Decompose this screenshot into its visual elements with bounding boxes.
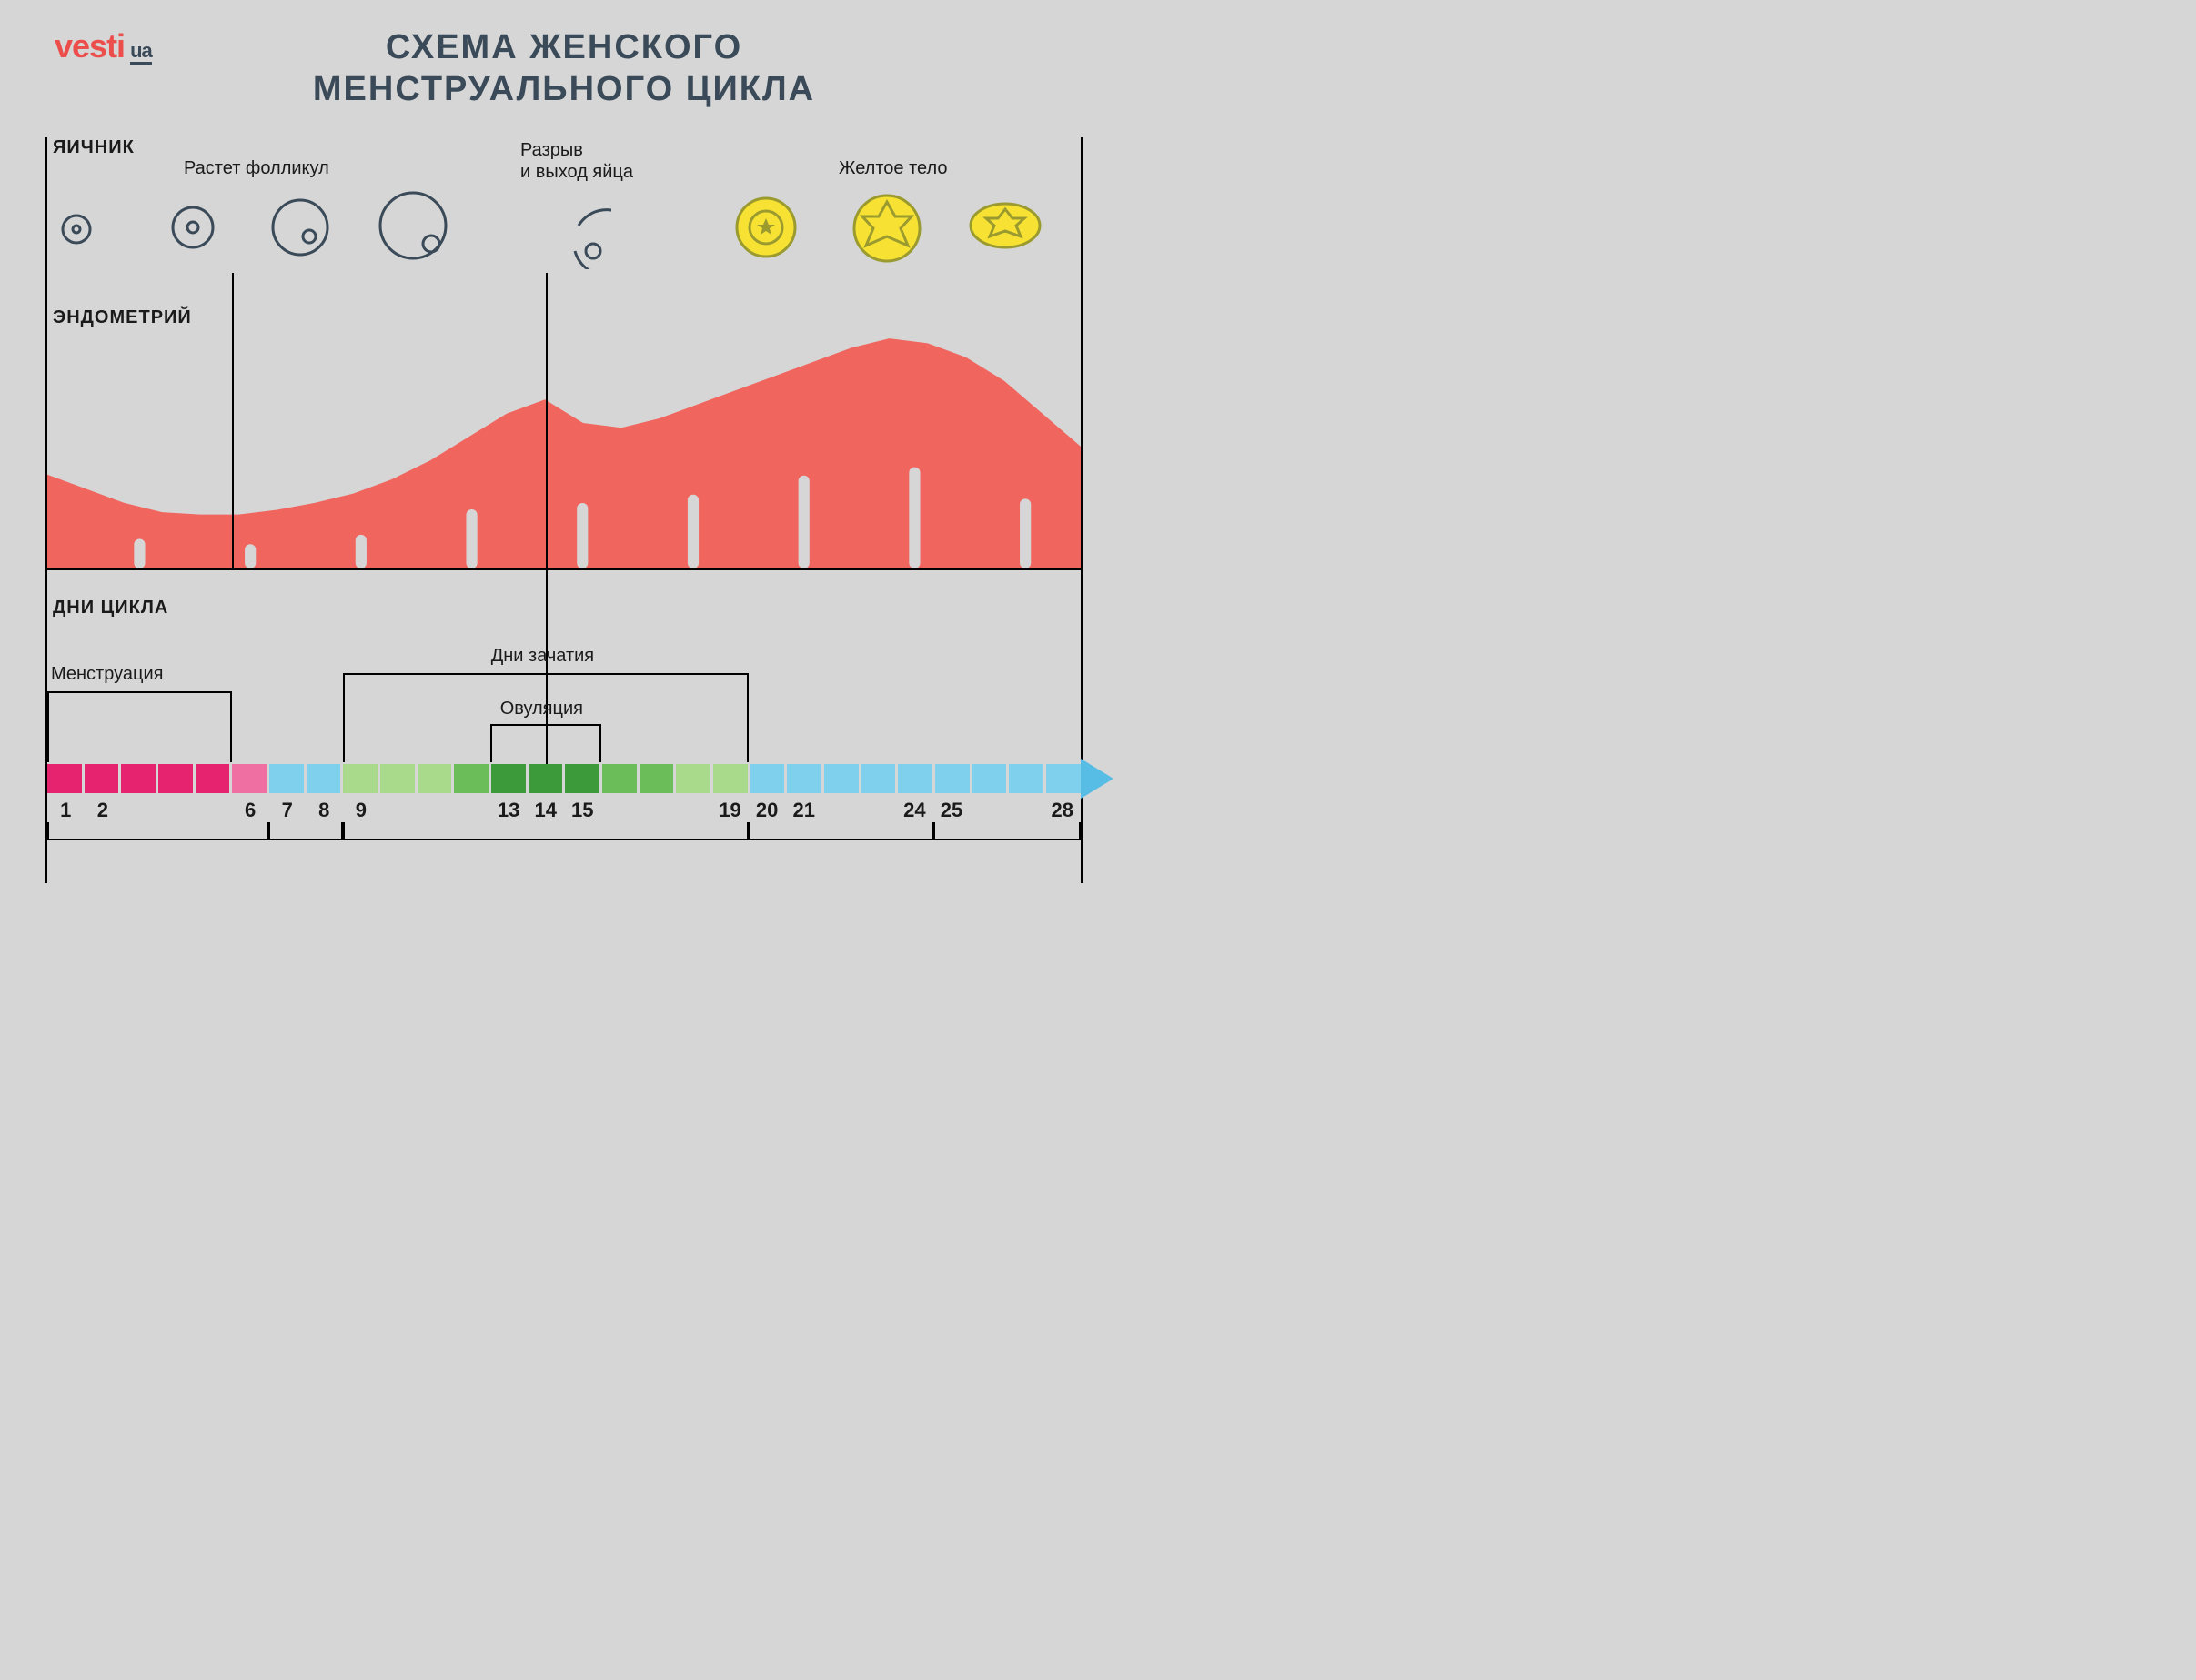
under-bracket bbox=[933, 822, 1081, 840]
logo: vestiua bbox=[55, 27, 152, 65]
diagram-stage: ЯИЧНИК Растет фолликул Разрыв и выход яй… bbox=[45, 137, 1083, 883]
follicle-icon-4 bbox=[375, 187, 457, 269]
day-cell bbox=[1046, 764, 1081, 793]
label-menstruation: Менструация bbox=[51, 664, 163, 685]
corpus-icon-3 bbox=[966, 198, 1044, 253]
day-number: 21 bbox=[792, 799, 814, 822]
day-number: 1 bbox=[60, 799, 71, 822]
endometrium-chart bbox=[47, 334, 1081, 570]
bracket-menstruation bbox=[47, 691, 232, 762]
day-cell bbox=[418, 764, 452, 793]
day-cell bbox=[47, 764, 82, 793]
title-line-2: МЕНСТРУАЛЬНОГО ЦИКЛА bbox=[45, 69, 1083, 111]
day-cell bbox=[269, 764, 304, 793]
label-conception: Дни зачатия bbox=[491, 646, 594, 667]
ovary-row: Растет фолликул Разрыв и выход яйца Желт… bbox=[47, 164, 1081, 300]
day-number: 7 bbox=[282, 799, 293, 822]
logo-brand: vesti bbox=[55, 27, 125, 65]
follicle-icon-rupture bbox=[511, 187, 611, 269]
arrow-icon bbox=[1081, 759, 1113, 799]
day-number: 8 bbox=[318, 799, 329, 822]
day-cell bbox=[565, 764, 599, 793]
day-number: 25 bbox=[941, 799, 962, 822]
day-number: 28 bbox=[1051, 799, 1073, 822]
label-corpus: Желтое тело bbox=[839, 158, 948, 179]
day-cell bbox=[713, 764, 748, 793]
label-endometrium: ЭНДОМЕТРИЙ bbox=[53, 307, 1081, 328]
under-bracket bbox=[268, 822, 342, 840]
day-cell bbox=[529, 764, 563, 793]
label-rupture-1: Разрыв bbox=[520, 140, 583, 161]
logo-suffix: ua bbox=[130, 39, 152, 62]
day-cell bbox=[750, 764, 785, 793]
title-line-1: СХЕМА ЖЕНСКОГО bbox=[45, 27, 1083, 69]
day-cell bbox=[972, 764, 1007, 793]
day-cell bbox=[640, 764, 674, 793]
day-cell bbox=[454, 764, 489, 793]
under-bracket bbox=[343, 822, 749, 840]
follicle-icon-3 bbox=[266, 193, 335, 262]
day-number: 20 bbox=[756, 799, 778, 822]
day-number: 19 bbox=[719, 799, 740, 822]
day-cell bbox=[307, 764, 341, 793]
corpus-icon-1 bbox=[730, 191, 802, 264]
day-cell bbox=[85, 764, 119, 793]
day-cell bbox=[787, 764, 821, 793]
under-bracket bbox=[47, 822, 268, 840]
bracket-ovulation bbox=[490, 724, 601, 762]
day-cell bbox=[232, 764, 267, 793]
day-number: 9 bbox=[356, 799, 367, 822]
label-follicle-grow: Растет фолликул bbox=[184, 158, 329, 179]
days-wrap: Менструация Дни зачатия Овуляция 1267891… bbox=[47, 628, 1081, 837]
day-cell bbox=[380, 764, 415, 793]
day-cell bbox=[121, 764, 156, 793]
vline-day6 bbox=[232, 273, 234, 570]
day-cell bbox=[491, 764, 526, 793]
day-cell bbox=[158, 764, 193, 793]
day-cell bbox=[861, 764, 896, 793]
follicle-icon-2 bbox=[166, 200, 220, 255]
day-number: 15 bbox=[571, 799, 593, 822]
day-number: 13 bbox=[498, 799, 519, 822]
corpus-icon-2 bbox=[848, 189, 926, 267]
label-cycle-days: ДНИ ЦИКЛА bbox=[53, 598, 1081, 619]
day-cell bbox=[898, 764, 932, 793]
under-bracket bbox=[749, 822, 933, 840]
day-cell bbox=[824, 764, 859, 793]
day-cell bbox=[935, 764, 970, 793]
day-number: 6 bbox=[245, 799, 256, 822]
day-cell bbox=[602, 764, 637, 793]
day-number: 2 bbox=[97, 799, 108, 822]
day-cell bbox=[1009, 764, 1043, 793]
page-title: СХЕМА ЖЕНСКОГО МЕНСТРУАЛЬНОГО ЦИКЛА bbox=[45, 27, 1083, 110]
days-bar bbox=[47, 764, 1081, 793]
day-number: 14 bbox=[534, 799, 556, 822]
day-number: 24 bbox=[903, 799, 925, 822]
endometrium-svg bbox=[47, 334, 1081, 568]
day-cell bbox=[343, 764, 378, 793]
label-rupture-2: и выход яйца bbox=[520, 162, 633, 183]
day-cell bbox=[196, 764, 230, 793]
follicle-icon-1 bbox=[56, 209, 96, 249]
day-cell bbox=[676, 764, 710, 793]
